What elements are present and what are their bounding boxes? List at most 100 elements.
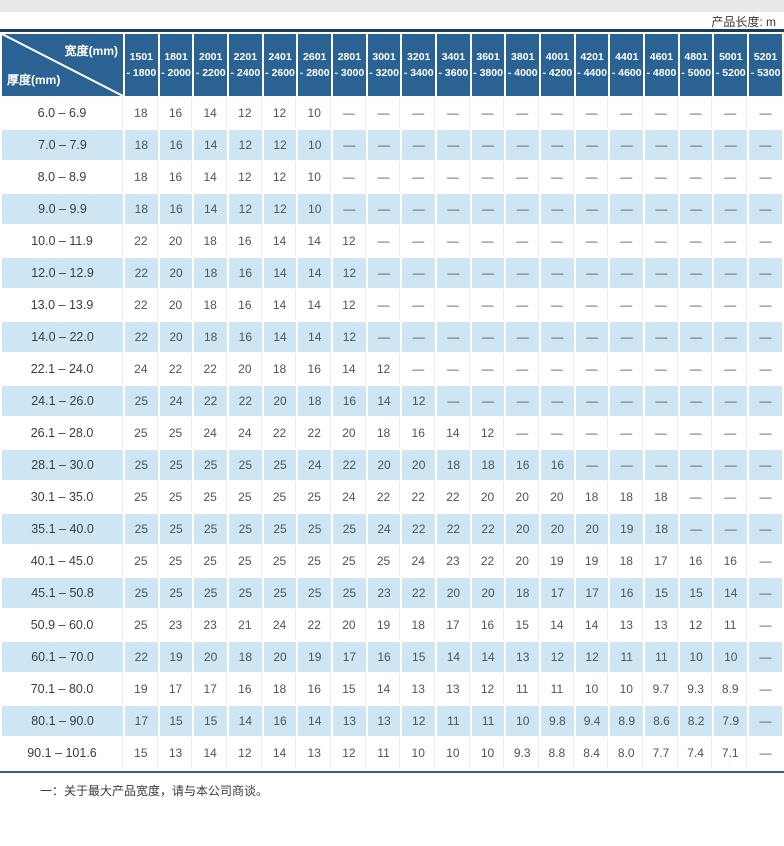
data-cell: 18	[437, 450, 470, 480]
data-cell: 22	[125, 226, 158, 256]
row-label: 90.1 – 101.6	[2, 738, 123, 768]
data-cell: 25	[229, 450, 262, 480]
data-cell: 14	[263, 258, 297, 288]
row-label: 45.1 – 50.8	[2, 578, 123, 608]
data-cell: 14	[298, 290, 332, 320]
data-cell: 14	[333, 354, 366, 384]
data-cell: 14	[194, 130, 228, 160]
table-row: 8.0 – 8.9 18 16 14 12 12 10— — — — — — — — — — — — —	[2, 162, 782, 192]
data-cell: 13	[298, 738, 332, 768]
data-cell: 20	[159, 258, 193, 288]
data-cell: 22	[402, 578, 436, 608]
data-cell: —	[506, 418, 540, 448]
data-cell: 25	[263, 482, 297, 512]
data-cell: —	[541, 418, 574, 448]
data-cell: —	[679, 194, 713, 224]
data-cell: 12	[541, 642, 574, 672]
data-cell: 11	[541, 674, 574, 704]
data-cell: —	[575, 194, 609, 224]
row-label: 28.1 – 30.0	[2, 450, 123, 480]
column-header: 2601- 2800	[298, 34, 332, 96]
data-cell: 22	[367, 482, 401, 512]
data-cell: 24	[194, 418, 228, 448]
data-cell: 12	[333, 226, 366, 256]
table-row: 90.1 – 101.6 15 13 14 12 14 13 12 11 10 10 10 9.3 8.8…	[2, 738, 782, 768]
data-cell: 12	[333, 738, 366, 768]
table-row: 40.1 – 45.0 25 25 25 25 25 25 25 25 24 23 22 20 19 19 1…	[2, 546, 782, 576]
data-cell: 14	[263, 290, 297, 320]
data-cell: 12	[402, 706, 436, 736]
data-cell: 13	[610, 610, 644, 640]
data-cell: 10	[471, 738, 505, 768]
row-label: 22.1 – 24.0	[2, 354, 123, 384]
product-length-unit-note: 产品长度: m	[711, 15, 776, 29]
data-cell: 25	[159, 578, 193, 608]
row-label: 30.1 – 35.0	[2, 482, 123, 512]
data-cell: 20	[229, 354, 262, 384]
data-cell: —	[610, 98, 644, 128]
data-cell: 14	[194, 98, 228, 128]
data-cell: —	[402, 194, 436, 224]
row-label: 35.1 – 40.0	[2, 514, 123, 544]
data-cell: 11	[645, 642, 678, 672]
data-cell: —	[575, 162, 609, 192]
data-cell: 9.7	[645, 674, 678, 704]
data-cell: 25	[194, 514, 228, 544]
data-cell: —	[714, 226, 748, 256]
data-cell: 8.6	[645, 706, 678, 736]
data-cell: 19	[367, 610, 401, 640]
data-cell: —	[749, 226, 782, 256]
data-cell: —	[610, 130, 644, 160]
data-cell: —	[333, 162, 366, 192]
data-cell: 23	[367, 578, 401, 608]
data-cell: 20	[367, 450, 401, 480]
data-cell: —	[506, 194, 540, 224]
data-cell: —	[749, 386, 782, 416]
data-cell: 18	[194, 290, 228, 320]
table-row: 26.1 – 28.0 25 25 24 24 22 22 20 18 16 14 12— — — — — — —…	[2, 418, 782, 448]
column-header: 5001- 5200	[714, 34, 748, 96]
data-cell: 19	[159, 642, 193, 672]
data-cell: 25	[229, 546, 262, 576]
data-cell: 25	[333, 546, 366, 576]
data-cell: —	[575, 322, 609, 352]
data-cell: 9.8	[541, 706, 574, 736]
data-cell: 14	[437, 418, 470, 448]
data-cell: 18	[610, 546, 644, 576]
data-cell: 18	[575, 482, 609, 512]
data-cell: —	[679, 258, 713, 288]
data-cell: —	[506, 226, 540, 256]
data-cell: 22	[298, 418, 332, 448]
data-cell: —	[749, 738, 782, 768]
data-cell: 8.9	[714, 674, 748, 704]
data-cell: 16	[714, 546, 748, 576]
data-cell: 18	[645, 514, 678, 544]
data-cell: —	[367, 194, 401, 224]
data-cell: —	[714, 98, 748, 128]
data-cell: 14	[471, 642, 505, 672]
data-cell: 20	[471, 578, 505, 608]
data-cell: 25	[229, 482, 262, 512]
data-cell: 12	[229, 130, 262, 160]
data-cell: —	[471, 258, 505, 288]
data-cell: 13	[333, 706, 366, 736]
data-cell: 15	[506, 610, 540, 640]
data-cell: —	[506, 354, 540, 384]
data-cell: 25	[194, 482, 228, 512]
data-cell: 16	[506, 450, 540, 480]
column-header: 3801- 4000	[506, 34, 540, 96]
data-cell: 23	[159, 610, 193, 640]
data-cell: —	[333, 130, 366, 160]
data-cell: —	[610, 322, 644, 352]
data-cell: —	[714, 386, 748, 416]
data-cell: 18	[263, 674, 297, 704]
data-cell: —	[679, 98, 713, 128]
data-cell: 25	[125, 418, 158, 448]
data-cell: 16	[159, 98, 193, 128]
data-cell: 14	[298, 706, 332, 736]
row-label: 6.0 – 6.9	[2, 98, 123, 128]
data-cell: —	[506, 386, 540, 416]
data-cell: —	[575, 386, 609, 416]
data-cell: —	[610, 162, 644, 192]
table-body: 6.0 – 6.9 18 16 14 12 12 10— — — — — — — — — — — — —7.0 – …	[2, 98, 782, 768]
